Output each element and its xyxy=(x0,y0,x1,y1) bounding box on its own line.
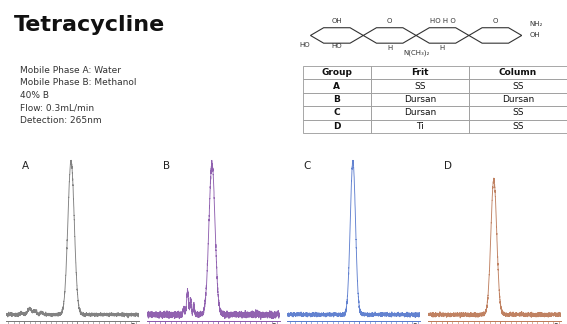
Text: N(CH₃)₂: N(CH₃)₂ xyxy=(403,50,429,56)
Text: Ti: Ti xyxy=(416,122,424,131)
Text: 3: 3 xyxy=(413,323,417,324)
Bar xyxy=(469,93,566,106)
Text: 3: 3 xyxy=(272,323,277,324)
Text: HO H O: HO H O xyxy=(430,18,455,24)
Text: Column: Column xyxy=(498,68,537,77)
Text: OH: OH xyxy=(530,32,540,38)
Text: Mobile Phase A: Water
Mobile Phase B: Methanol
40% B
Flow: 0.3mL/min
Detection: : Mobile Phase A: Water Mobile Phase B: Me… xyxy=(20,66,137,125)
Text: HO: HO xyxy=(332,43,342,49)
Bar xyxy=(371,66,469,79)
Text: Dursan: Dursan xyxy=(404,95,436,104)
Text: Tetracycline: Tetracycline xyxy=(14,15,166,35)
Text: SS: SS xyxy=(512,109,523,117)
Bar xyxy=(303,79,371,93)
Text: H: H xyxy=(387,45,392,51)
Text: OH: OH xyxy=(332,18,342,24)
Text: B: B xyxy=(163,161,170,171)
Text: H: H xyxy=(440,45,445,51)
Bar xyxy=(303,106,371,120)
Text: Dursan: Dursan xyxy=(404,109,436,117)
Bar xyxy=(303,66,371,79)
Bar xyxy=(469,79,566,93)
Bar xyxy=(303,120,371,133)
Bar xyxy=(469,106,566,120)
Text: SS: SS xyxy=(414,82,426,90)
Text: 3: 3 xyxy=(131,323,136,324)
Text: O: O xyxy=(387,18,392,24)
Text: D: D xyxy=(333,122,341,131)
Text: C: C xyxy=(303,161,311,171)
Text: SS: SS xyxy=(512,82,523,90)
Text: 3: 3 xyxy=(553,323,558,324)
Text: Group: Group xyxy=(321,68,352,77)
Bar xyxy=(469,66,566,79)
Text: A: A xyxy=(22,161,29,171)
Bar xyxy=(371,79,469,93)
Bar xyxy=(371,93,469,106)
Text: NH₂: NH₂ xyxy=(530,21,543,27)
Text: Frit: Frit xyxy=(411,68,429,77)
Text: B: B xyxy=(333,95,340,104)
Text: HO: HO xyxy=(300,42,311,48)
Text: SS: SS xyxy=(512,122,523,131)
Bar xyxy=(371,106,469,120)
Text: C: C xyxy=(333,109,340,117)
Text: A: A xyxy=(333,82,340,90)
Text: Dursan: Dursan xyxy=(502,95,534,104)
Bar xyxy=(303,93,371,106)
Text: D: D xyxy=(445,161,452,171)
Bar xyxy=(469,120,566,133)
Bar xyxy=(371,120,469,133)
Text: O: O xyxy=(493,18,498,24)
